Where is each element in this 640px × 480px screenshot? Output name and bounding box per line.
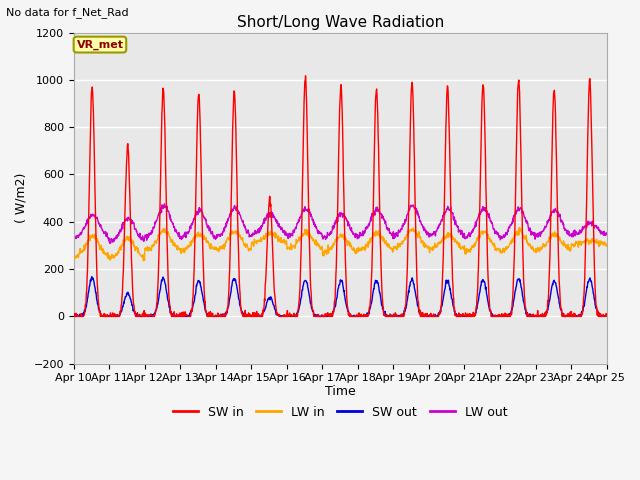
- Text: VR_met: VR_met: [76, 39, 124, 50]
- Text: No data for f_Net_Rad: No data for f_Net_Rad: [6, 7, 129, 18]
- Title: Short/Long Wave Radiation: Short/Long Wave Radiation: [237, 15, 444, 30]
- X-axis label: Time: Time: [324, 385, 356, 398]
- Y-axis label: ( W/m2): ( W/m2): [15, 173, 28, 223]
- Legend: SW in, LW in, SW out, LW out: SW in, LW in, SW out, LW out: [168, 401, 512, 424]
